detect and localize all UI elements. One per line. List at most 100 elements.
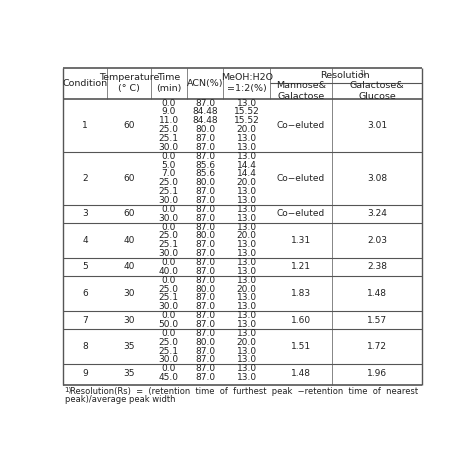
Text: 87.0: 87.0 xyxy=(195,214,215,223)
Text: 14.4: 14.4 xyxy=(237,169,257,178)
Text: 30.0: 30.0 xyxy=(159,249,179,258)
Text: 25.1: 25.1 xyxy=(159,240,179,249)
Text: 25.0: 25.0 xyxy=(159,231,179,240)
Text: 1.72: 1.72 xyxy=(367,342,387,351)
Text: 13.0: 13.0 xyxy=(236,240,257,249)
Text: 85.6: 85.6 xyxy=(195,169,215,178)
Text: 87.0: 87.0 xyxy=(195,373,215,382)
Text: 87.0: 87.0 xyxy=(195,249,215,258)
Text: 85.6: 85.6 xyxy=(195,160,215,169)
Text: 13.0: 13.0 xyxy=(236,302,257,311)
Text: 9: 9 xyxy=(82,369,88,377)
Text: 40: 40 xyxy=(123,262,134,271)
Text: 20.0: 20.0 xyxy=(236,285,257,294)
Text: ACN(%): ACN(%) xyxy=(187,79,223,88)
Text: MeOH:H2O
=1:2(%): MeOH:H2O =1:2(%) xyxy=(221,73,272,93)
Text: 87.0: 87.0 xyxy=(195,293,215,302)
Text: 3.08: 3.08 xyxy=(367,174,387,183)
Text: 14.4: 14.4 xyxy=(237,160,257,169)
Text: 87.0: 87.0 xyxy=(195,320,215,329)
Text: 13.0: 13.0 xyxy=(236,347,257,356)
Text: 2.38: 2.38 xyxy=(367,262,387,271)
Text: 25.0: 25.0 xyxy=(159,178,179,188)
Text: 87.0: 87.0 xyxy=(195,267,215,276)
Text: 87.0: 87.0 xyxy=(195,364,215,373)
Text: 0.0: 0.0 xyxy=(162,205,176,214)
Text: 80.0: 80.0 xyxy=(195,337,215,347)
Text: Condition: Condition xyxy=(62,79,108,88)
Text: 15.52: 15.52 xyxy=(234,116,260,125)
Text: 5.0: 5.0 xyxy=(162,160,176,169)
Text: Time
(min): Time (min) xyxy=(156,73,182,93)
Text: 84.48: 84.48 xyxy=(193,108,218,117)
Text: Resolution(Rs)  =  (retention  time  of  furthest  peak  −retention  time  of  n: Resolution(Rs) = (retention time of furt… xyxy=(70,387,418,396)
Text: 13.0: 13.0 xyxy=(236,214,257,223)
Text: 25.1: 25.1 xyxy=(159,134,179,143)
Text: 80.0: 80.0 xyxy=(195,178,215,188)
Text: 13.0: 13.0 xyxy=(236,311,257,320)
Text: 25.1: 25.1 xyxy=(159,187,179,196)
Text: 87.0: 87.0 xyxy=(195,143,215,152)
Text: 87.0: 87.0 xyxy=(195,223,215,232)
Text: 25.0: 25.0 xyxy=(159,337,179,347)
Text: Galactose&
Glucose: Galactose& Glucose xyxy=(350,81,404,101)
Text: 80.0: 80.0 xyxy=(195,125,215,134)
Text: 0.0: 0.0 xyxy=(162,258,176,267)
Text: 87.0: 87.0 xyxy=(195,276,215,285)
Text: 7.0: 7.0 xyxy=(162,169,176,178)
Text: 11.0: 11.0 xyxy=(159,116,179,125)
Text: 5: 5 xyxy=(82,262,88,271)
Text: 87.0: 87.0 xyxy=(195,311,215,320)
Text: 13.0: 13.0 xyxy=(236,373,257,382)
Text: 13.0: 13.0 xyxy=(236,267,257,276)
Text: 3.01: 3.01 xyxy=(367,121,387,130)
Text: 1.96: 1.96 xyxy=(367,369,387,377)
Text: 84.48: 84.48 xyxy=(193,116,218,125)
Text: 80.0: 80.0 xyxy=(195,285,215,294)
Text: 87.0: 87.0 xyxy=(195,205,215,214)
Text: 1.60: 1.60 xyxy=(291,316,311,325)
Text: 87.0: 87.0 xyxy=(195,347,215,356)
Text: 25.0: 25.0 xyxy=(159,285,179,294)
Text: 30.0: 30.0 xyxy=(159,143,179,152)
Text: 30.0: 30.0 xyxy=(159,356,179,365)
Text: 87.0: 87.0 xyxy=(195,258,215,267)
Text: peak)/average peak width: peak)/average peak width xyxy=(64,395,175,404)
Text: 50.0: 50.0 xyxy=(159,320,179,329)
Text: 13.0: 13.0 xyxy=(236,364,257,373)
Text: Co−eluted: Co−eluted xyxy=(277,121,325,130)
Text: Temperature
(° C): Temperature (° C) xyxy=(99,73,159,93)
Text: 13.0: 13.0 xyxy=(236,134,257,143)
Text: 1.48: 1.48 xyxy=(367,289,387,298)
Text: 7: 7 xyxy=(82,316,88,325)
Text: 1): 1) xyxy=(64,387,72,393)
Text: 1.83: 1.83 xyxy=(291,289,311,298)
Text: Resolution: Resolution xyxy=(320,71,370,80)
Text: 87.0: 87.0 xyxy=(195,356,215,365)
Text: 30.0: 30.0 xyxy=(159,302,179,311)
Text: 1): 1) xyxy=(359,69,366,76)
Text: 30: 30 xyxy=(123,316,135,325)
Text: 13.0: 13.0 xyxy=(236,249,257,258)
Text: 40: 40 xyxy=(123,236,134,245)
Text: 13.0: 13.0 xyxy=(236,356,257,365)
Text: 3.24: 3.24 xyxy=(367,209,387,218)
Text: 87.0: 87.0 xyxy=(195,99,215,108)
Text: 87.0: 87.0 xyxy=(195,187,215,196)
Text: Mannose&
Galactose: Mannose& Galactose xyxy=(276,81,326,101)
Text: 0.0: 0.0 xyxy=(162,152,176,161)
Text: 40.0: 40.0 xyxy=(159,267,179,276)
Text: 35: 35 xyxy=(123,369,135,377)
Text: 20.0: 20.0 xyxy=(236,125,257,134)
Text: 8: 8 xyxy=(82,342,88,351)
Text: 25.0: 25.0 xyxy=(159,125,179,134)
Text: 87.0: 87.0 xyxy=(195,302,215,311)
Text: 4: 4 xyxy=(82,236,88,245)
Text: 1.57: 1.57 xyxy=(367,316,387,325)
Text: 30: 30 xyxy=(123,289,135,298)
Text: 60: 60 xyxy=(123,121,135,130)
Text: 60: 60 xyxy=(123,174,135,183)
Text: 0.0: 0.0 xyxy=(162,364,176,373)
Text: 0.0: 0.0 xyxy=(162,276,176,285)
Text: 13.0: 13.0 xyxy=(236,187,257,196)
